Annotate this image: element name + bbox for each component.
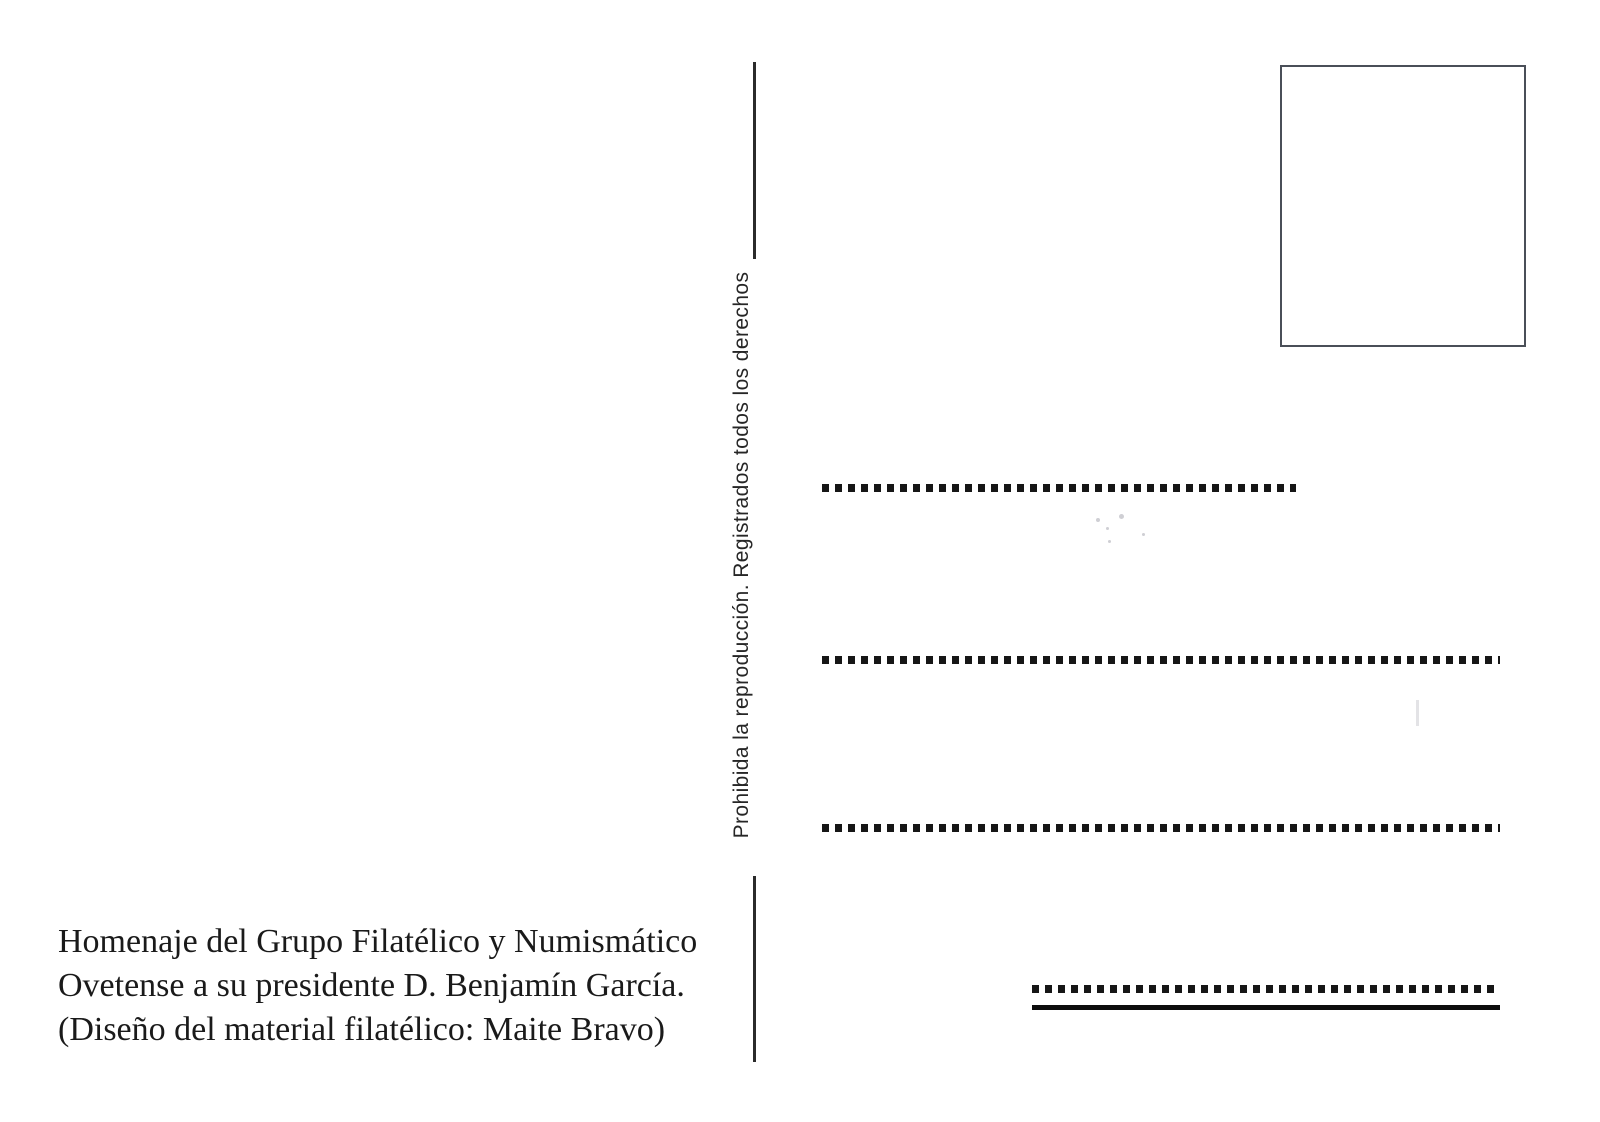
credit-line-1: Homenaje del Grupo Filatélico y Numismát… xyxy=(58,923,698,960)
scan-speck xyxy=(1106,527,1109,530)
vertical-divider-top xyxy=(753,62,756,259)
scan-speck xyxy=(1416,700,1419,726)
scan-speck xyxy=(1142,533,1145,536)
address-line-1[interactable] xyxy=(822,484,1296,492)
credit-line-3: (Diseño del material filatélico: Maite B… xyxy=(58,1011,666,1048)
stamp-placement-box xyxy=(1280,65,1526,347)
credit-line-2: Ovetense a su presidente D. Benjamín Gar… xyxy=(58,967,685,1004)
scan-speck xyxy=(1096,518,1100,522)
address-line-4[interactable] xyxy=(1032,985,1500,993)
copyright-notice: Prohibida la reproducción. Registrados t… xyxy=(730,271,753,839)
address-line-2[interactable] xyxy=(822,656,1500,664)
address-underline-rule xyxy=(1032,1005,1500,1010)
scan-speck xyxy=(1119,514,1124,519)
scan-speck xyxy=(1108,540,1111,543)
address-line-3[interactable] xyxy=(822,824,1500,832)
vertical-divider-bottom xyxy=(753,876,756,1062)
credit-block: Homenaje del Grupo Filatélico y Numismát… xyxy=(58,920,738,1052)
